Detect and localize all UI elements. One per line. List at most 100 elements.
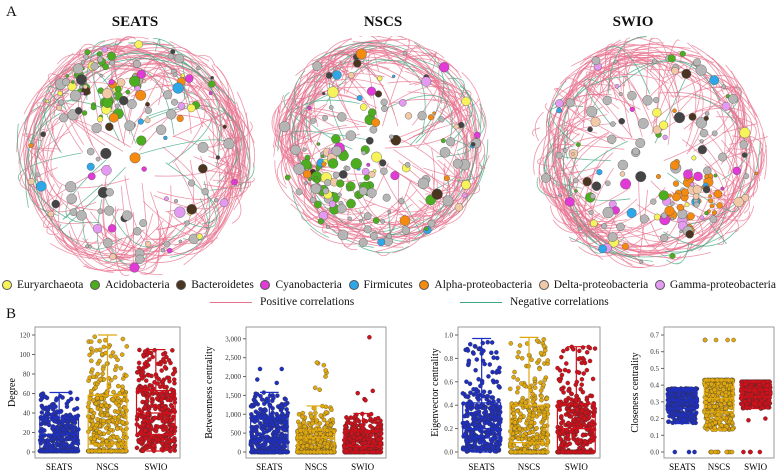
edge <box>648 37 668 57</box>
node <box>695 117 708 129</box>
data-point <box>577 348 582 354</box>
edge <box>151 163 197 241</box>
node <box>95 156 101 162</box>
node <box>565 98 575 108</box>
node <box>676 203 685 212</box>
data-point <box>565 380 571 386</box>
node <box>325 224 330 229</box>
node <box>621 242 629 250</box>
node <box>699 215 705 221</box>
y-tick-label: 80 <box>23 371 31 379</box>
edge <box>126 47 219 152</box>
node <box>142 79 147 84</box>
node <box>321 161 327 167</box>
data-point <box>357 435 363 441</box>
node <box>201 188 209 196</box>
edge <box>747 100 767 180</box>
data-point <box>139 439 144 445</box>
data-point <box>99 413 105 418</box>
edge <box>631 254 682 267</box>
node <box>172 72 178 77</box>
edge <box>636 36 726 155</box>
data-point <box>97 429 102 435</box>
node <box>337 203 347 214</box>
node <box>439 62 450 73</box>
node <box>695 64 707 76</box>
node <box>109 253 117 261</box>
edge <box>183 199 217 228</box>
data-point <box>465 413 470 419</box>
legend-label: Bacteroidetes <box>191 279 254 291</box>
node <box>558 193 562 198</box>
strip-swio <box>134 347 178 454</box>
node <box>708 194 713 198</box>
node <box>652 125 662 135</box>
data-point <box>349 431 355 436</box>
data-point <box>86 400 92 406</box>
y-tick-label: 0 <box>238 449 242 457</box>
node <box>302 147 307 152</box>
outlier-point <box>323 368 328 373</box>
edge <box>343 199 423 234</box>
node <box>672 108 677 114</box>
node <box>27 178 35 186</box>
node <box>322 115 328 121</box>
node <box>347 216 352 221</box>
edge <box>291 92 333 172</box>
data-point <box>517 343 523 348</box>
node <box>86 147 95 156</box>
legend-positive: Positive correlations <box>210 296 354 308</box>
data-point <box>297 422 303 428</box>
data-point <box>476 397 481 402</box>
data-point <box>140 399 145 405</box>
network-title-seats: SEATS <box>111 14 159 30</box>
edge <box>216 66 237 167</box>
node <box>709 203 715 209</box>
node <box>69 90 82 102</box>
node <box>129 152 141 164</box>
edge <box>27 117 69 195</box>
data-point <box>113 400 119 406</box>
node <box>620 178 632 190</box>
edge <box>588 45 618 83</box>
legend-label: Cyanobacteria <box>275 279 342 291</box>
data-point <box>466 358 472 363</box>
data-point <box>298 440 304 445</box>
y-tick-label: 1,000 <box>225 411 241 419</box>
node <box>331 134 341 144</box>
y-tick-label: 0.8 <box>444 355 453 363</box>
data-point <box>115 426 120 431</box>
edge <box>591 56 671 145</box>
data-point <box>535 444 540 449</box>
node <box>602 206 614 219</box>
data-point <box>559 442 564 448</box>
node <box>684 202 690 208</box>
data-point <box>94 422 99 428</box>
data-point <box>541 343 547 349</box>
data-point <box>309 444 314 450</box>
edge <box>726 149 757 194</box>
data-point <box>545 358 550 363</box>
node <box>703 166 712 175</box>
edge <box>364 152 466 213</box>
y-tick-label: 0.6 <box>650 348 659 356</box>
edge <box>26 87 78 132</box>
data-point <box>95 417 100 422</box>
data-point <box>101 418 106 423</box>
edge <box>58 192 93 256</box>
data-point <box>472 422 477 427</box>
node <box>134 40 143 49</box>
legend-item: Euryarchaeota <box>2 279 83 291</box>
edge <box>333 50 364 74</box>
node <box>96 51 102 57</box>
node <box>144 106 152 114</box>
node <box>82 84 88 90</box>
outlier-point <box>321 362 327 368</box>
node <box>685 230 694 239</box>
outlier-point <box>274 380 279 386</box>
node <box>607 134 617 144</box>
data-point <box>564 346 570 352</box>
edge <box>715 116 757 143</box>
data-point <box>520 433 526 438</box>
node <box>699 128 709 138</box>
